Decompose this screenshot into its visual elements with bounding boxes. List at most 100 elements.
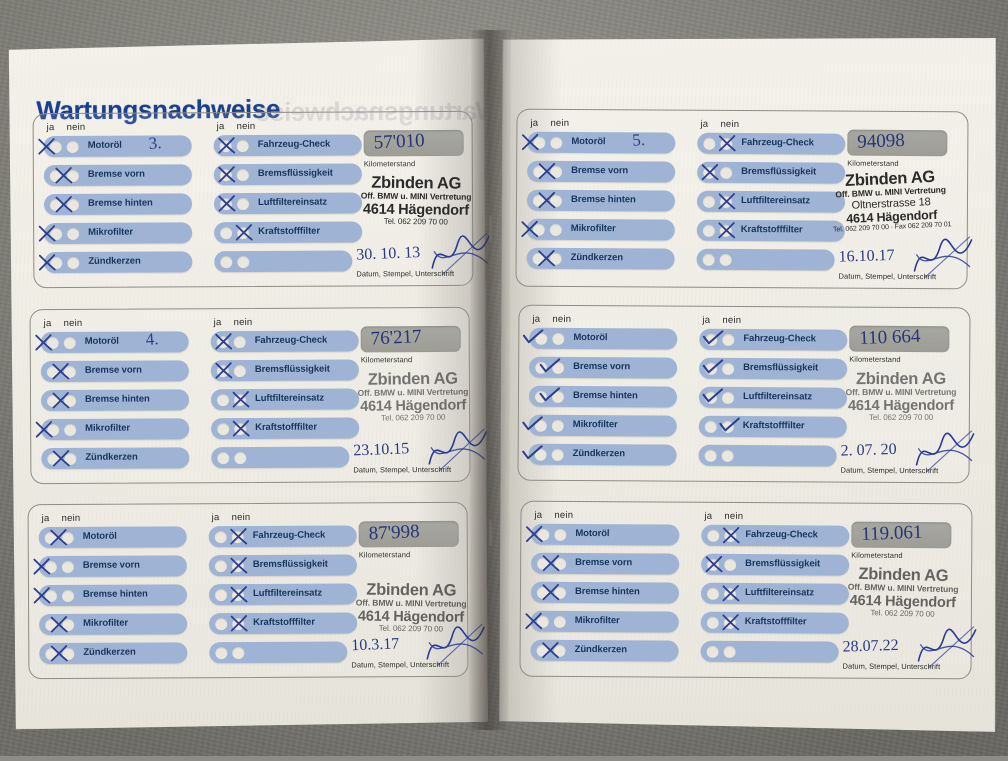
checkbox-row-bremse_vorn[interactable]: Bremse vorn — [40, 360, 189, 383]
radio-nein-mikrofilter[interactable] — [551, 419, 564, 432]
radio-ja-luftfiltereinsatz[interactable] — [219, 197, 233, 210]
radio-nein-empty[interactable] — [232, 646, 245, 659]
radio-nein-empty[interactable] — [237, 255, 250, 268]
checkbox-row-fahrzeug_check[interactable]: Fahrzeug-Check — [699, 328, 848, 351]
radio-ja-luftfiltereinsatz[interactable] — [704, 391, 718, 404]
radio-ja-empty[interactable] — [706, 645, 719, 658]
radio-nein-empty[interactable] — [719, 253, 732, 266]
radio-nein-fahrzeug_check[interactable] — [233, 335, 246, 348]
checkbox-row-bremse_hinten[interactable]: Bremse hinten — [526, 189, 676, 212]
radio-ja-kraftstofffilter[interactable] — [702, 224, 715, 237]
checkbox-row-motoroel[interactable]: Motoröl — [40, 331, 189, 354]
radio-ja-empty[interactable] — [215, 646, 228, 659]
checkbox-row-bremsfluessigkeit[interactable]: Bremsflüssigkeit — [213, 163, 362, 186]
radio-nein-bremse_hinten[interactable] — [549, 194, 563, 207]
radio-ja-empty[interactable] — [217, 451, 230, 464]
radio-nein-bremse_vorn[interactable] — [66, 169, 79, 182]
radio-ja-bremse_hinten[interactable] — [534, 390, 548, 403]
checkbox-row-mikrofilter[interactable]: Mikrofilter — [41, 418, 190, 441]
checkbox-row-bremsfluessigkeit[interactable]: Bremsflüssigkeit — [210, 359, 359, 382]
radio-nein-kraftstofffilter[interactable] — [237, 226, 250, 239]
radio-ja-fahrzeug_check[interactable] — [705, 333, 718, 346]
radio-ja-bremsfluessigkeit[interactable] — [219, 168, 232, 181]
radio-nein-bremse_hinten[interactable] — [66, 198, 80, 211]
checkbox-row-luftfiltereinsatz[interactable]: Luftfiltereinsatz — [210, 388, 360, 411]
radio-ja-luftfiltereinsatz[interactable] — [216, 393, 230, 406]
checkbox-row-kraftstofffilter[interactable]: Kraftstofffilter — [698, 415, 847, 438]
radio-nein-bremsfluessigkeit[interactable] — [236, 168, 249, 181]
checkbox-row-luftfiltereinsatz[interactable]: Luftfiltereinsatz — [696, 190, 846, 213]
radio-nein-luftfiltereinsatz[interactable] — [719, 195, 733, 208]
radio-nein-fahrzeug_check[interactable] — [231, 530, 244, 543]
checkbox-row-mikrofilter[interactable]: Mikrofilter — [528, 414, 677, 437]
checkbox-row-bremse_vorn[interactable]: Bremse vorn — [38, 555, 187, 578]
checkbox-row-luftfiltereinsatz[interactable]: Luftfiltereinsatz — [698, 386, 848, 409]
radio-nein-bremse_vorn[interactable] — [550, 165, 563, 178]
radio-ja-empty[interactable] — [220, 255, 233, 268]
radio-nein-bremse_vorn[interactable] — [61, 560, 74, 573]
radio-nein-empty[interactable] — [234, 451, 247, 464]
radio-nein-bremsfluessigkeit[interactable] — [722, 362, 735, 375]
checkbox-row-motoroel[interactable]: Motoröl — [43, 135, 192, 158]
radio-nein-bremse_hinten[interactable] — [61, 589, 75, 602]
radio-nein-empty[interactable] — [721, 449, 734, 462]
checkbox-row-zuendkerzen[interactable]: Zündkerzen — [530, 639, 679, 662]
checkbox-row-fahrzeug_check[interactable]: Fahrzeug-Check — [701, 524, 850, 547]
radio-ja-mikrofilter[interactable] — [45, 618, 58, 631]
radio-ja-bremsfluessigkeit[interactable] — [705, 362, 718, 375]
radio-ja-mikrofilter[interactable] — [534, 419, 547, 432]
radio-nein-motoroel[interactable] — [550, 136, 563, 149]
radio-nein-bremsfluessigkeit[interactable] — [233, 364, 246, 377]
radio-nein-kraftstofffilter[interactable] — [721, 420, 734, 433]
radio-ja-motoroel[interactable] — [46, 336, 59, 349]
radio-nein-bremse_hinten[interactable] — [63, 394, 77, 407]
radio-nein-luftfiltereinsatz[interactable] — [231, 588, 245, 601]
radio-nein-fahrzeug_check[interactable] — [720, 137, 733, 150]
radio-ja-bremsfluessigkeit[interactable] — [216, 364, 229, 377]
checkbox-row-kraftstofffilter[interactable]: Kraftstofffilter — [214, 221, 363, 244]
checkbox-row-mikrofilter[interactable]: Mikrofilter — [530, 610, 679, 633]
radio-ja-mikrofilter[interactable] — [50, 227, 63, 240]
radio-ja-fahrzeug_check[interactable] — [216, 335, 229, 348]
radio-nein-mikrofilter[interactable] — [64, 423, 77, 436]
checkbox-row-bremsfluessigkeit[interactable]: Bremsflüssigkeit — [697, 161, 846, 184]
radio-nein-mikrofilter[interactable] — [549, 223, 562, 236]
radio-nein-luftfiltereinsatz[interactable] — [233, 393, 247, 406]
checkbox-row-bremsfluessigkeit[interactable]: Bremsflüssigkeit — [699, 357, 848, 380]
checkbox-row-empty[interactable] — [214, 250, 353, 273]
radio-ja-kraftstofffilter[interactable] — [706, 616, 719, 629]
checkbox-row-motoroel[interactable]: Motoröl — [38, 526, 187, 549]
radio-nein-kraftstofffilter[interactable] — [232, 617, 245, 630]
radio-ja-zuendkerzen[interactable] — [534, 448, 547, 461]
checkbox-row-mikrofilter[interactable]: Mikrofilter — [526, 218, 675, 241]
checkbox-row-bremse_vorn[interactable]: Bremse vorn — [43, 164, 192, 187]
checkbox-row-bremse_vorn[interactable]: Bremse vorn — [529, 356, 678, 379]
radio-nein-zuendkerzen[interactable] — [67, 256, 80, 269]
checkbox-row-bremse_vorn[interactable]: Bremse vorn — [531, 552, 680, 575]
radio-ja-motoroel[interactable] — [533, 136, 546, 149]
radio-ja-bremse_vorn[interactable] — [537, 557, 550, 570]
radio-nein-empty[interactable] — [723, 645, 736, 658]
radio-ja-fahrzeug_check[interactable] — [214, 530, 227, 543]
checkbox-row-bremse_hinten[interactable]: Bremse hinten — [43, 193, 193, 216]
checkbox-row-motoroel[interactable]: Motoröl — [531, 523, 680, 546]
radio-ja-kraftstofffilter[interactable] — [217, 422, 230, 435]
checkbox-row-kraftstofffilter[interactable]: Kraftstofffilter — [700, 611, 849, 634]
radio-nein-motoroel[interactable] — [61, 531, 74, 544]
radio-nein-motoroel[interactable] — [63, 336, 76, 349]
radio-nein-motoroel[interactable] — [554, 528, 567, 541]
radio-ja-motoroel[interactable] — [44, 531, 57, 544]
radio-nein-kraftstofffilter[interactable] — [719, 224, 732, 237]
radio-nein-luftfiltereinsatz[interactable] — [236, 197, 250, 210]
radio-nein-bremsfluessigkeit[interactable] — [720, 166, 733, 179]
radio-nein-motoroel[interactable] — [552, 332, 565, 345]
radio-ja-bremse_vorn[interactable] — [49, 169, 62, 182]
radio-ja-zuendkerzen[interactable] — [47, 452, 60, 465]
checkbox-row-bremse_hinten[interactable]: Bremse hinten — [530, 581, 680, 604]
checkbox-row-zuendkerzen[interactable]: Zündkerzen — [526, 247, 675, 270]
checkbox-row-bremsfluessigkeit[interactable]: Bremsflüssigkeit — [208, 554, 357, 577]
checkbox-row-fahrzeug_check[interactable]: Fahrzeug-Check — [697, 132, 846, 155]
radio-nein-zuendkerzen[interactable] — [62, 647, 75, 660]
radio-ja-kraftstofffilter[interactable] — [704, 420, 717, 433]
checkbox-row-kraftstofffilter[interactable]: Kraftstofffilter — [209, 612, 358, 635]
